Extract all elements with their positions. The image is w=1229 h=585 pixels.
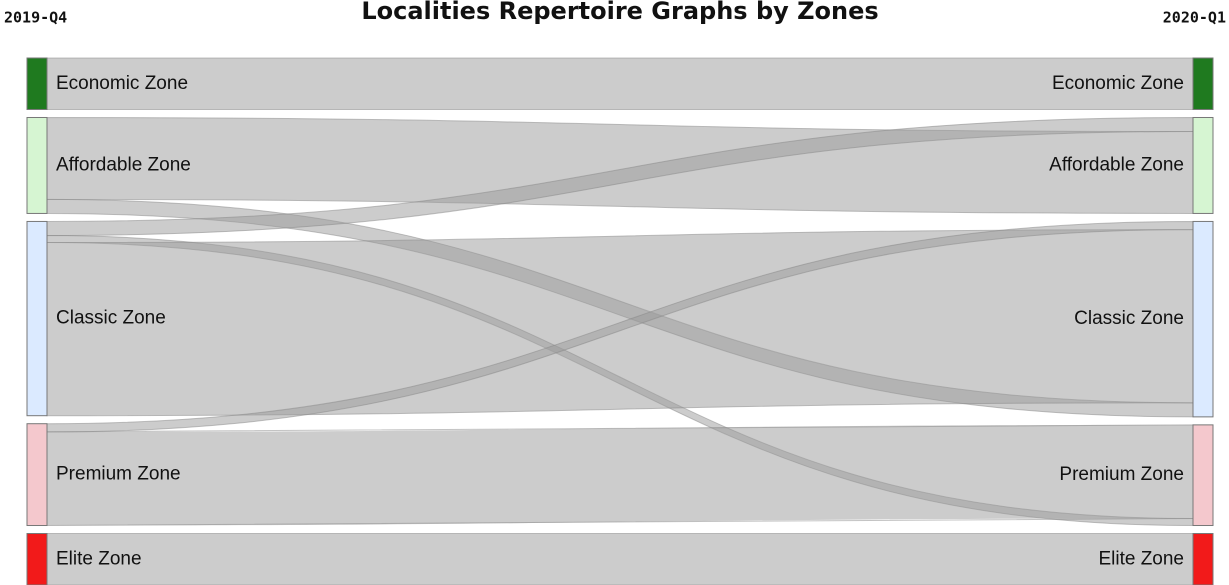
right-node <box>1192 57 1214 110</box>
right-node <box>1192 533 1214 585</box>
left-node <box>26 533 48 585</box>
links <box>46 57 1194 585</box>
right-node-label: Classic Zone <box>1074 308 1184 329</box>
left-column-label: 2019-Q4 <box>4 9 67 27</box>
link <box>46 57 1194 110</box>
right-node <box>1192 116 1214 214</box>
right-node-label: Elite Zone <box>1098 548 1184 569</box>
left-node-label: Classic Zone <box>56 308 166 329</box>
right-node <box>1192 220 1214 418</box>
left-node <box>26 423 48 527</box>
left-node <box>26 116 48 214</box>
left-node-label: Economic Zone <box>56 73 188 94</box>
nodes: Economic Zone Affordable Zone Classic Zone… <box>26 57 1214 585</box>
right-column-label: 2020-Q1 <box>1163 9 1226 27</box>
left-node-label: Affordable Zone <box>56 154 191 175</box>
right-node-label: Affordable Zone <box>1049 154 1184 175</box>
right-node-label: Economic Zone <box>1052 73 1184 94</box>
link <box>46 424 1194 527</box>
right-node-label: Premium Zone <box>1059 464 1184 485</box>
link <box>46 533 1194 585</box>
left-node <box>26 57 48 110</box>
left-node-label: Premium Zone <box>56 464 181 485</box>
right-node <box>1192 424 1214 527</box>
chart-title: Localities Repertoire Graphs by Zones <box>361 0 878 25</box>
left-node-label: Elite Zone <box>56 548 142 569</box>
left-node <box>26 220 48 417</box>
